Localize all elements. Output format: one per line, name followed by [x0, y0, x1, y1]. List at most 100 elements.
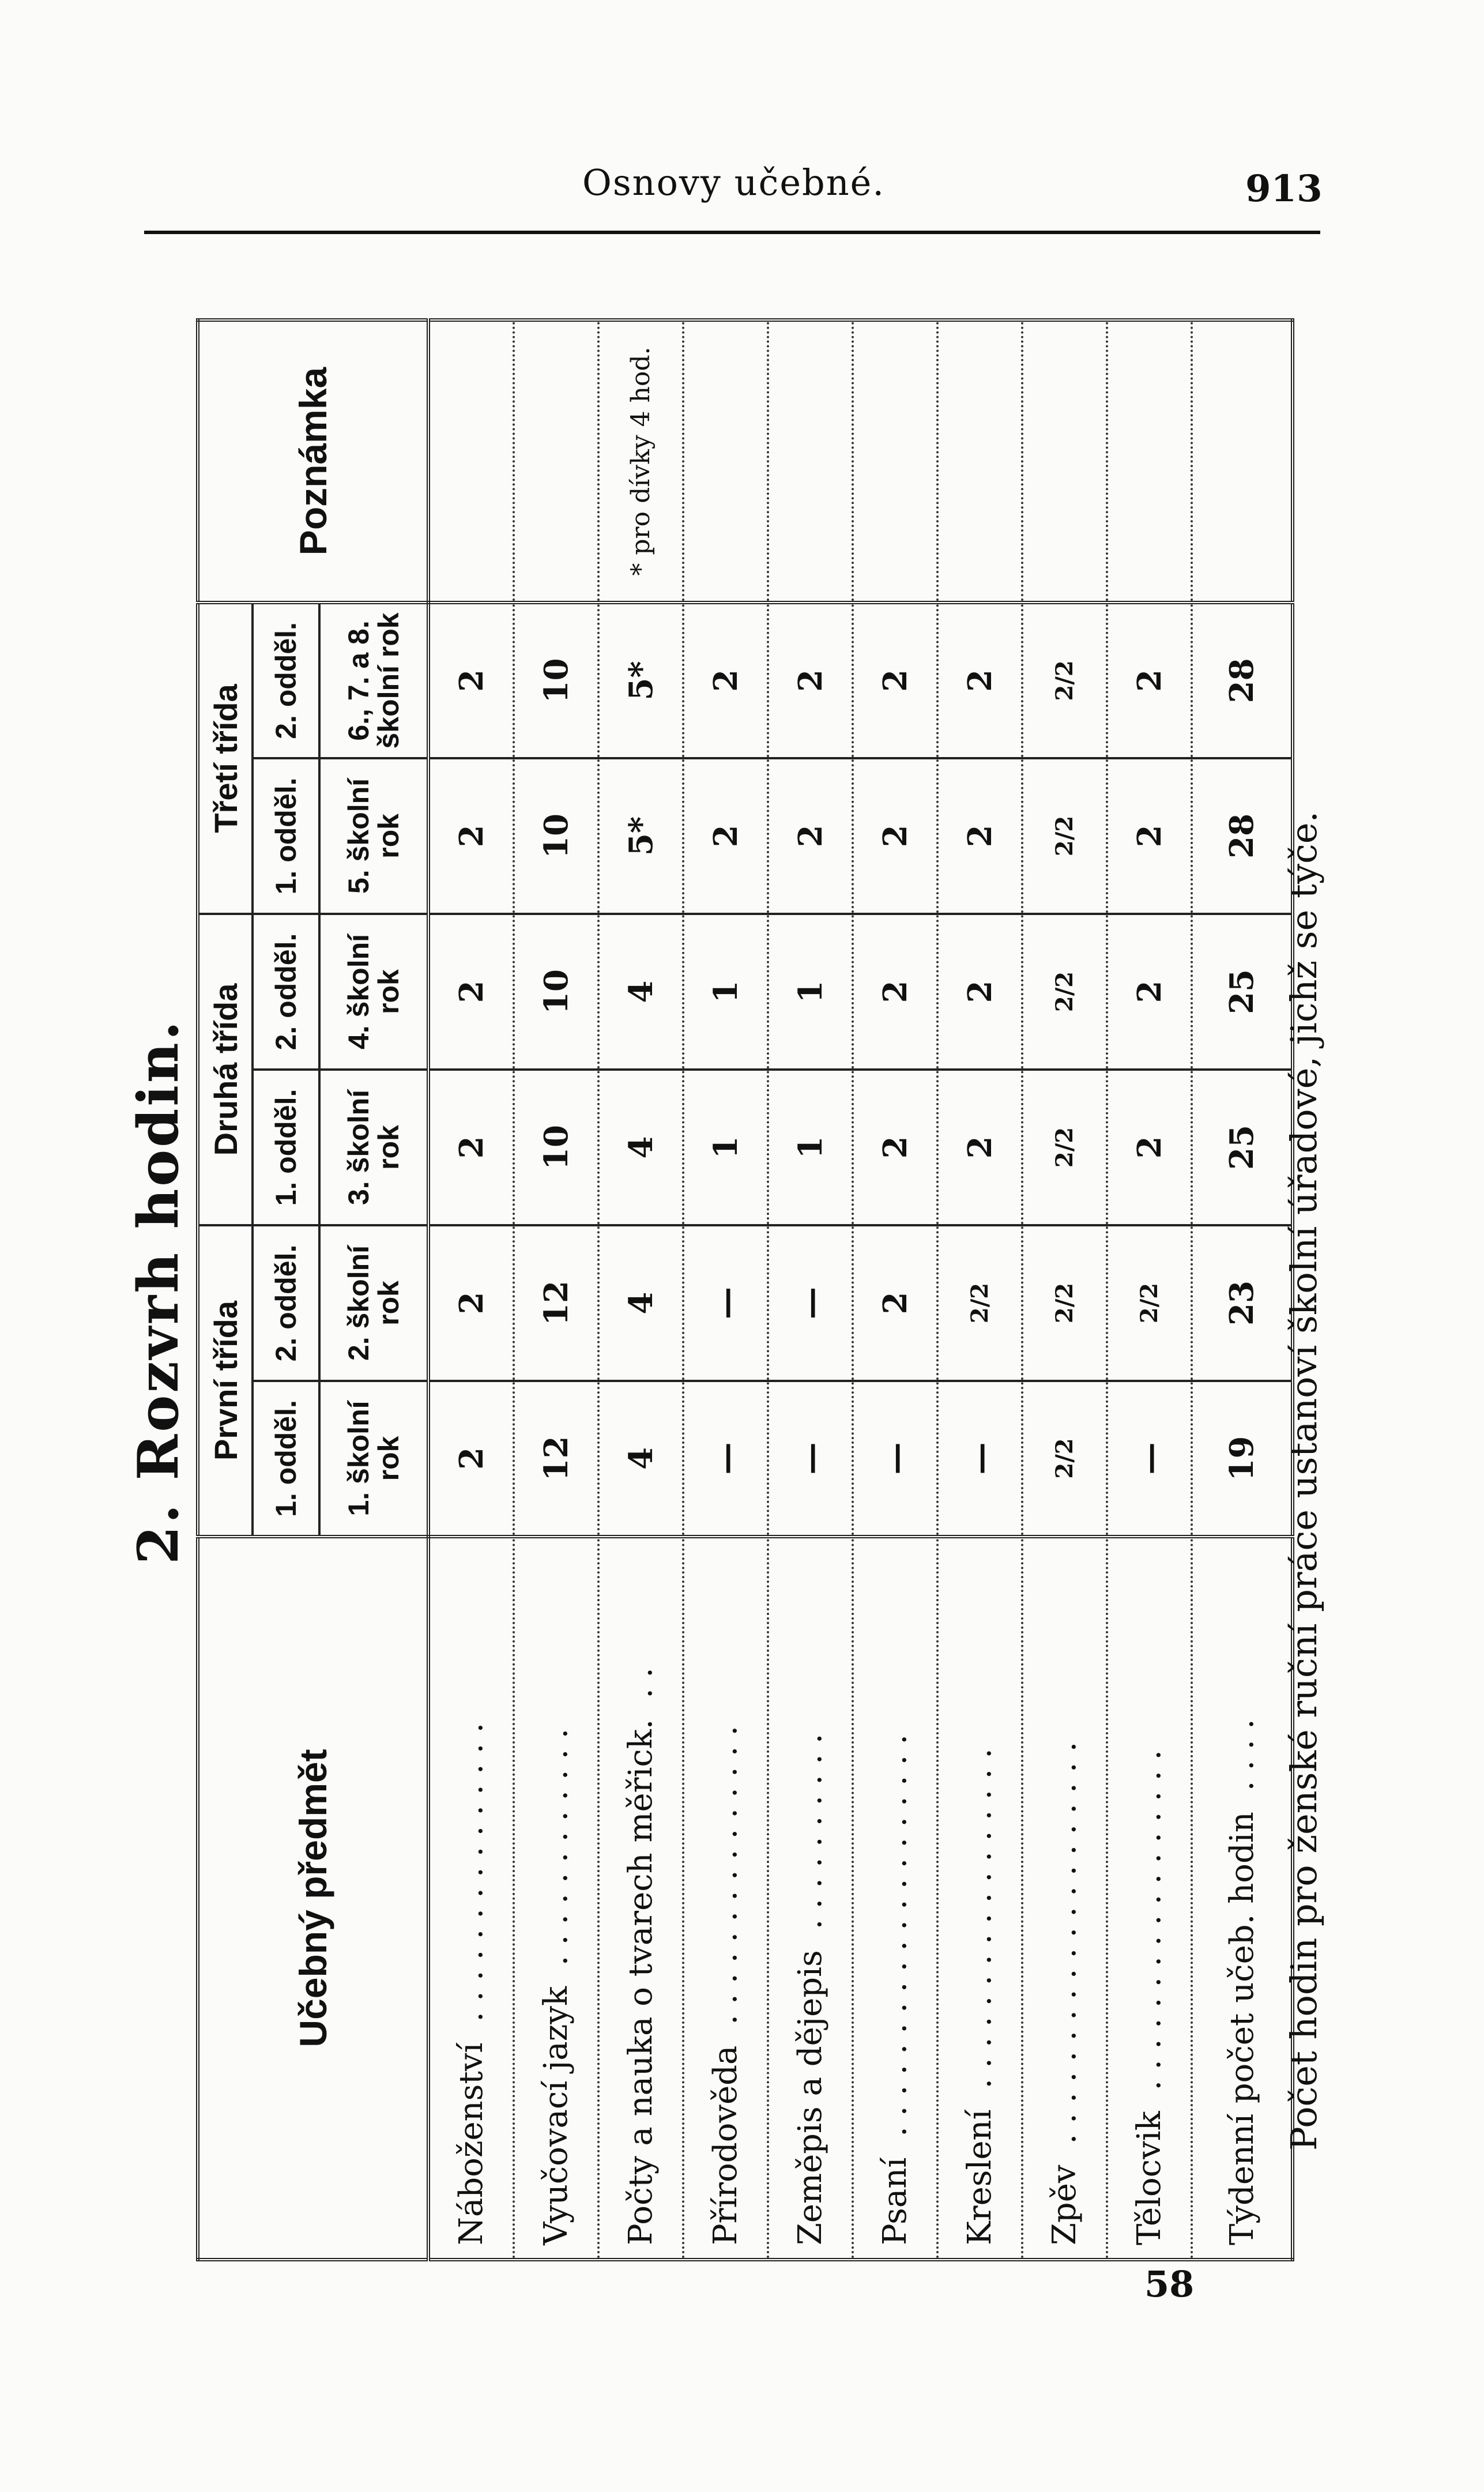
- note-cell: [1192, 319, 1293, 603]
- table-row: Počty a nauka o tvarech měřick. .. 4 4 4 4 5*…: [598, 319, 683, 2260]
- hours-cell: 19: [1192, 1381, 1293, 1537]
- division-header: 2. odděl.: [253, 913, 319, 1070]
- note-cell: [428, 319, 514, 603]
- subject-label: Zpěv: [1046, 2164, 1083, 2245]
- hours-cell: 4: [598, 1070, 683, 1225]
- hours-cell: —: [683, 1225, 768, 1381]
- hours-cell: 2/2: [1022, 1070, 1107, 1225]
- dot-leader: ..........: [792, 1723, 829, 1951]
- subject-label: Přírodověda: [707, 2045, 744, 2245]
- hours-cell: 2: [1107, 602, 1192, 758]
- table-row: Psaní .................... —2 2 2 2 2: [853, 319, 937, 2260]
- subject-cell: Počty a nauka o tvarech měřick. ..: [598, 1537, 683, 2260]
- hours-cell: 2: [428, 1381, 514, 1537]
- hours-cell: 28: [1192, 602, 1293, 758]
- division-header: 2. odděl.: [253, 1225, 319, 1381]
- school-year-header: 4. školní rok: [319, 913, 428, 1070]
- subject-label: Týdenní počet učeb. hodin: [1223, 1812, 1261, 2245]
- subject-label: Psaní: [876, 2157, 914, 2245]
- dot-leader: ............: [537, 1718, 575, 1987]
- hours-cell: —: [683, 1381, 768, 1537]
- class-header: Třetí třída: [198, 602, 253, 914]
- hours-cell: 25: [1192, 1070, 1293, 1225]
- subject-cell: Tělocvik .................: [1107, 1537, 1192, 2260]
- table-row: Náboženství ............... 2 2 2 2 2 2: [428, 319, 514, 2260]
- hours-cell: 23: [1192, 1225, 1293, 1381]
- note-cell: [514, 319, 598, 603]
- hours-cell: 2: [937, 758, 1022, 914]
- note-cell: * pro dívky 4 hod.: [598, 319, 683, 603]
- school-year-header: 1. školní rok: [319, 1381, 428, 1537]
- hours-cell: —: [768, 1381, 853, 1537]
- class-header: Druhá třída: [198, 913, 253, 1225]
- hours-cell: 10: [514, 1070, 598, 1225]
- hours-cell: 2/2: [1022, 758, 1107, 914]
- hours-cell: 10: [514, 602, 598, 758]
- note-cell: [937, 319, 1022, 603]
- dot-leader: .................: [1131, 1739, 1168, 2111]
- folio-number: 58: [1144, 2263, 1195, 2305]
- hours-cell: 2: [853, 1225, 937, 1381]
- hours-cell: 1: [683, 1070, 768, 1225]
- rotated-table-frame: 2. Rozvrh hodin. Učebný předmět První tř…: [126, 317, 1349, 2266]
- dot-leader: ....................: [1046, 1731, 1083, 2165]
- class-header: První třída: [198, 1225, 253, 1537]
- subject-label: Zeměpis a dějepis: [792, 1950, 829, 2245]
- note-cell: [1107, 319, 1192, 603]
- subject-cell: Zpěv ....................: [1022, 1537, 1107, 2260]
- note-cell: [853, 319, 937, 603]
- school-year-header: 5. školní rok: [319, 758, 428, 914]
- hours-cell: 25: [1192, 913, 1293, 1070]
- hours-cell: 2/2: [1022, 1225, 1107, 1381]
- hours-cell: 5*: [598, 758, 683, 914]
- footnote: Počet hodin pro ženské ruční práce ustan…: [1283, 811, 1325, 2151]
- subject-cell: Psaní ....................: [853, 1537, 937, 2260]
- hours-cell: 2: [428, 1225, 514, 1381]
- table-row: Zeměpis a dějepis .......... — —1 1 2 2: [768, 319, 853, 2260]
- hours-cell: 2: [428, 913, 514, 1070]
- hours-cell: 2: [428, 758, 514, 914]
- hours-cell: 2: [683, 758, 768, 914]
- hours-cell: 10: [514, 758, 598, 914]
- table-row: Tělocvik ................. —2/2 2 2 2 2: [1107, 319, 1192, 2260]
- subject-label: Náboženství: [453, 2042, 490, 2245]
- running-title: Osnovy učebné.: [582, 161, 886, 204]
- hours-cell: 2: [853, 602, 937, 758]
- hours-cell: 2: [1107, 758, 1192, 914]
- hours-cell: 2/2: [937, 1225, 1022, 1381]
- hours-cell: 2/2: [1107, 1225, 1192, 1381]
- hours-cell: 1: [768, 913, 853, 1070]
- subject-cell: Přírodověda ...............: [683, 1537, 768, 2260]
- dot-leader: ...............: [707, 1715, 744, 2046]
- hours-cell: 2/2: [1022, 1381, 1107, 1537]
- table-row: Kreslení ................. —2/2 2 2 2 2: [937, 319, 1022, 2260]
- school-year-header: 2. školní rok: [319, 1225, 428, 1381]
- note-cell: [768, 319, 853, 603]
- subject-cell: Vyučovací jazyk ............: [514, 1537, 598, 2260]
- note-header: Poznámka: [198, 319, 428, 603]
- hours-cell: 12: [514, 1381, 598, 1537]
- hours-cell: 1: [768, 1070, 853, 1225]
- hours-cell: —: [853, 1381, 937, 1537]
- hours-cell: —: [937, 1381, 1022, 1537]
- hours-cell: 28: [1192, 758, 1293, 914]
- table-row: Přírodověda ............... — —1 1 2 2: [683, 319, 768, 2260]
- note-cell: [683, 319, 768, 603]
- hours-cell: 2: [428, 602, 514, 758]
- page-number: 913: [1245, 167, 1323, 210]
- dot-leader: ..: [622, 1657, 660, 1719]
- division-header: 2. odděl.: [253, 602, 319, 758]
- subject-label: Tělocvik: [1131, 2111, 1168, 2245]
- hours-cell: 2/2: [1022, 913, 1107, 1070]
- header-rule: [144, 231, 1320, 234]
- table-row: Vyučovací jazyk ............ 12 12 10 10 10 10: [514, 319, 598, 2260]
- hours-cell: 2: [428, 1070, 514, 1225]
- dot-leader: ...............: [453, 1712, 490, 2043]
- hours-cell: 4: [598, 1225, 683, 1381]
- hours-cell: 2: [683, 602, 768, 758]
- hours-cell: 2: [937, 913, 1022, 1070]
- schedule-table: Učebný předmět První třída Druhá třída T…: [196, 318, 1294, 2261]
- hours-cell: 12: [514, 1225, 598, 1381]
- hours-cell: 2: [937, 1070, 1022, 1225]
- subject-label: Vyučovací jazyk: [537, 1986, 575, 2245]
